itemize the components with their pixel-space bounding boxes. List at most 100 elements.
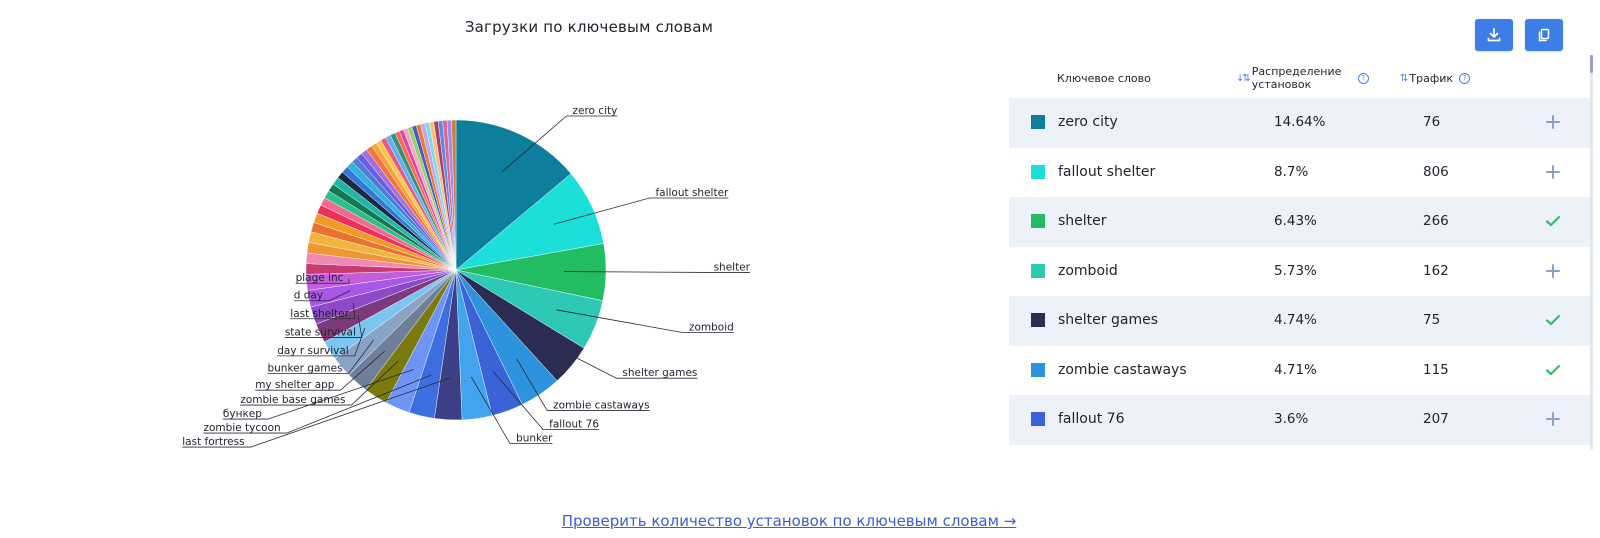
keyword-cell: zomboid bbox=[1058, 262, 1118, 279]
pie-label: plage inc bbox=[296, 272, 344, 284]
pie-labels: zero city fallout shelter shelter zomboid sh… bbox=[182, 105, 751, 448]
color-swatch bbox=[1031, 263, 1045, 278]
pie-slices bbox=[305, 119, 607, 421]
download-icon bbox=[1487, 28, 1501, 42]
label-leader-line bbox=[501, 115, 618, 173]
pie-label: last shelter bbox=[290, 308, 349, 320]
label-leader-line bbox=[240, 360, 399, 406]
share-cell: 6.43% bbox=[1274, 213, 1317, 229]
table-row: zero city 14.64% 76 bbox=[1009, 98, 1593, 148]
pie-label: state survival bbox=[285, 326, 356, 338]
table-row: zombie castaways 4.71% 115 bbox=[1009, 346, 1593, 396]
pie-label: бункер bbox=[223, 408, 262, 420]
label-leader-line bbox=[553, 197, 729, 225]
keyword-cell: fallout shelter bbox=[1058, 163, 1156, 180]
column-header-distribution[interactable]: ↓⇅ Распределение установок ? bbox=[1236, 58, 1386, 98]
add-icon[interactable] bbox=[1544, 163, 1562, 181]
check-icon[interactable] bbox=[1544, 212, 1562, 230]
pie-label: zomboid bbox=[689, 322, 734, 334]
pie-slice[interactable] bbox=[455, 119, 572, 271]
share-cell: 14.64% bbox=[1274, 114, 1326, 130]
label-leader-line bbox=[222, 369, 414, 420]
label-leader-line bbox=[295, 278, 350, 284]
share-cell: 3.6% bbox=[1274, 411, 1309, 427]
download-button[interactable] bbox=[1475, 19, 1513, 51]
share-cell: 5.73% bbox=[1274, 262, 1317, 279]
traffic-cell: 115 bbox=[1423, 361, 1449, 378]
keyword-cell: shelter games bbox=[1058, 312, 1158, 328]
color-swatch bbox=[1031, 214, 1045, 228]
pie-label: shelter bbox=[714, 261, 751, 273]
pie-label: zero city bbox=[572, 105, 617, 117]
add-icon[interactable] bbox=[1544, 113, 1562, 131]
check-icon[interactable] bbox=[1544, 311, 1562, 329]
table-row: fallout 76 3.6% 207 bbox=[1009, 395, 1593, 445]
share-cell: 4.74% bbox=[1274, 312, 1317, 328]
traffic-cell: 207 bbox=[1423, 411, 1449, 427]
color-swatch bbox=[1031, 164, 1045, 179]
pie-label: fallout shelter bbox=[655, 187, 729, 199]
label-leader-line bbox=[516, 359, 650, 411]
copy-icon bbox=[1538, 28, 1550, 42]
label-leader-line bbox=[539, 338, 698, 379]
traffic-cell: 75 bbox=[1423, 312, 1441, 328]
help-icon[interactable]: ? bbox=[1459, 72, 1471, 84]
column-header-keyword[interactable]: Ключевое слово bbox=[1057, 71, 1151, 85]
pie-label: bunker bbox=[516, 433, 553, 445]
label-leader-line bbox=[293, 290, 351, 302]
pie-slice[interactable] bbox=[451, 119, 457, 271]
add-icon[interactable] bbox=[1544, 410, 1562, 428]
label-leader-line bbox=[556, 309, 734, 334]
pie-label: zombie castaways bbox=[553, 399, 649, 411]
table-row: fallout shelter 8.7% 806 bbox=[1009, 148, 1593, 198]
label-leader-line bbox=[255, 350, 385, 391]
keywords-table: Ключевое слово ↓⇅ Распределение установо… bbox=[1009, 58, 1593, 445]
sort-icon[interactable]: ⇅ bbox=[1400, 72, 1409, 84]
label-leader-line bbox=[290, 302, 356, 320]
scroll-thumb[interactable] bbox=[1590, 55, 1593, 73]
check-installs-link-wrap: Проверить количество установок по ключев… bbox=[0, 512, 1578, 530]
traffic-cell: 76 bbox=[1423, 114, 1441, 130]
table-body: zero city 14.64% 76 fallout shelter 8.7% 806 s… bbox=[1009, 98, 1593, 445]
label-leader-line bbox=[203, 374, 432, 434]
column-header-traffic[interactable]: ⇅ Трафик ? bbox=[1400, 58, 1471, 98]
add-icon[interactable] bbox=[1544, 262, 1562, 280]
share-cell: 4.71% bbox=[1274, 361, 1317, 378]
color-swatch bbox=[1031, 412, 1045, 426]
pie-label: last fortress bbox=[182, 436, 244, 448]
traffic-cell: 162 bbox=[1423, 262, 1449, 279]
label-leader-line bbox=[267, 339, 374, 374]
check-installs-link[interactable]: Проверить количество установок по ключев… bbox=[561, 512, 1017, 530]
pie-label: zombie tycoon bbox=[204, 422, 281, 434]
table-row: shelter games 4.74% 75 bbox=[1009, 296, 1593, 346]
pie-label: zombie base games bbox=[240, 394, 345, 406]
table-scrollbar[interactable] bbox=[1590, 55, 1593, 450]
keyword-cell: shelter bbox=[1058, 213, 1107, 229]
share-cell: 8.7% bbox=[1274, 163, 1309, 180]
chart-title: Загрузки по ключевым словам bbox=[464, 18, 714, 36]
pie-label: my shelter app bbox=[255, 379, 335, 391]
traffic-cell: 806 bbox=[1423, 163, 1449, 180]
keyword-cell: fallout 76 bbox=[1058, 411, 1125, 427]
keyword-cell: zombie castaways bbox=[1058, 361, 1187, 378]
table-row: zomboid 5.73% 162 bbox=[1009, 247, 1593, 297]
label-leader-line bbox=[492, 371, 600, 431]
label-leader-line bbox=[277, 327, 366, 357]
color-swatch bbox=[1031, 115, 1045, 129]
check-icon[interactable] bbox=[1544, 361, 1562, 379]
label-leader-line bbox=[284, 315, 363, 338]
traffic-cell: 266 bbox=[1423, 213, 1449, 229]
pie-chart: zero city fallout shelter shelter zomboid sh… bbox=[182, 105, 751, 448]
color-swatch bbox=[1031, 313, 1045, 327]
copy-button[interactable] bbox=[1525, 19, 1563, 51]
pie-label: bunker games bbox=[267, 363, 342, 375]
help-icon[interactable]: ? bbox=[1357, 72, 1369, 84]
pie-label: day r survival bbox=[277, 345, 348, 357]
pie-label: fallout 76 bbox=[549, 419, 599, 431]
pie-label: shelter games bbox=[622, 367, 697, 379]
label-leader-line bbox=[563, 271, 750, 273]
sort-desc-icon[interactable]: ↓⇅ bbox=[1236, 72, 1251, 84]
table-row: shelter 6.43% 266 bbox=[1009, 197, 1593, 247]
color-swatch bbox=[1031, 362, 1045, 377]
label-leader-line bbox=[470, 376, 553, 445]
